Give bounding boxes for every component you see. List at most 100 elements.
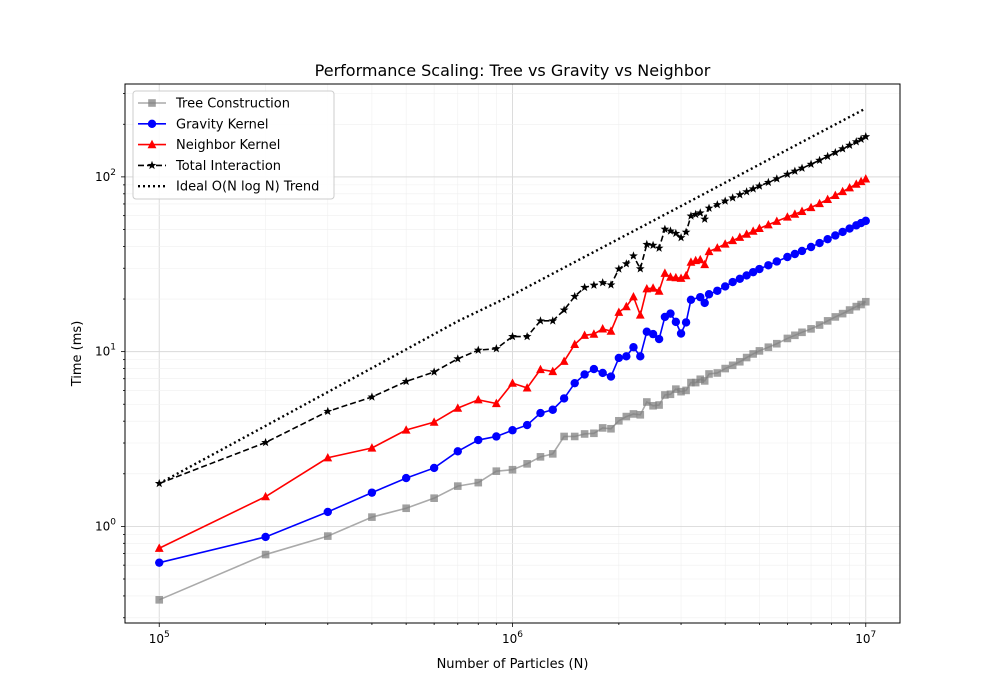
data-point — [700, 259, 710, 269]
data-point — [823, 194, 833, 204]
data-point — [845, 306, 854, 314]
data-point — [823, 317, 832, 325]
data-point — [712, 243, 722, 252]
data-point — [823, 234, 832, 244]
data-point — [704, 290, 714, 299]
data-point — [815, 155, 824, 165]
data-point — [654, 286, 664, 295]
data-point — [636, 411, 645, 419]
data-point — [590, 429, 598, 438]
data-point — [401, 376, 411, 386]
data-point — [713, 286, 722, 295]
data-point — [570, 378, 579, 388]
data-point — [838, 186, 848, 196]
data-point — [700, 214, 710, 223]
data-point — [713, 369, 722, 377]
data-point — [686, 211, 696, 220]
legend-label: Total Interaction — [175, 159, 281, 174]
data-point — [155, 558, 164, 567]
data-point — [648, 329, 658, 339]
data-point — [782, 212, 792, 221]
data-point — [429, 417, 439, 426]
data-point — [845, 224, 854, 233]
data-point — [508, 426, 517, 435]
data-point — [696, 375, 705, 384]
data-point — [666, 272, 675, 281]
data-point — [755, 223, 764, 233]
data-point — [629, 251, 638, 260]
data-point — [852, 302, 861, 311]
chart-title: Performance Scaling: Tree vs Gravity vs … — [315, 61, 711, 80]
data-point — [806, 242, 816, 252]
y-tick-label: 102 — [95, 168, 116, 184]
data-point — [654, 334, 664, 344]
data-point — [676, 233, 686, 242]
data-point — [749, 350, 757, 358]
data-point — [598, 278, 608, 287]
data-point — [649, 401, 657, 410]
data-point — [748, 184, 758, 193]
data-point — [861, 174, 871, 183]
legend: Tree Construction Gravity Kernel Neighbor … — [132, 90, 335, 200]
data-point — [491, 398, 501, 408]
data-point — [728, 277, 737, 287]
data-point — [614, 307, 624, 316]
data-point — [838, 309, 847, 318]
data-point — [677, 387, 685, 396]
data-point — [642, 283, 652, 293]
data-point — [401, 473, 411, 483]
data-point — [642, 239, 652, 249]
data-point — [621, 301, 631, 311]
legend-entry: Gravity Kernel — [138, 117, 268, 132]
legend-entry: Neighbor Kernel — [138, 138, 280, 153]
data-point — [735, 190, 745, 199]
data-point — [536, 316, 545, 325]
data-point — [615, 416, 623, 425]
data-point — [790, 166, 800, 175]
data-point — [851, 179, 861, 188]
data-point — [806, 202, 816, 212]
data-point — [570, 432, 579, 441]
y-tick-label: 100 — [95, 517, 116, 533]
data-point — [735, 232, 745, 241]
legend-box — [132, 90, 335, 200]
data-point — [742, 271, 751, 280]
data-point — [857, 300, 865, 309]
data-point — [728, 235, 738, 245]
data-point — [783, 252, 792, 262]
data-point — [548, 405, 557, 414]
legend-marker — [147, 139, 157, 149]
data-point — [755, 181, 764, 190]
data-point — [559, 305, 569, 314]
data-point — [742, 353, 751, 362]
x-tick-label: 105 — [149, 630, 170, 646]
data-point — [473, 395, 483, 404]
data-point — [815, 198, 824, 208]
data-point — [686, 295, 696, 304]
data-point — [856, 176, 866, 186]
data-point — [522, 331, 532, 341]
data-point — [589, 280, 599, 289]
data-point — [622, 352, 631, 361]
data-point — [621, 259, 631, 268]
data-point — [155, 596, 164, 604]
data-point — [491, 344, 501, 353]
data-point — [522, 383, 532, 392]
data-point — [728, 361, 737, 370]
data-point — [492, 432, 501, 441]
data-point — [323, 452, 333, 462]
y-tick-label: 101 — [95, 343, 116, 359]
data-point — [492, 467, 501, 475]
data-point — [695, 254, 705, 264]
data-point — [666, 226, 675, 235]
x-tick-label: 107 — [855, 630, 876, 646]
data-point — [614, 264, 624, 273]
data-point — [548, 450, 557, 458]
data-point — [580, 330, 590, 339]
series-line — [158, 135, 867, 485]
data-point — [598, 324, 608, 333]
data-point — [368, 513, 376, 521]
data-point — [721, 364, 729, 373]
data-point — [681, 270, 691, 280]
data-point — [815, 321, 824, 329]
